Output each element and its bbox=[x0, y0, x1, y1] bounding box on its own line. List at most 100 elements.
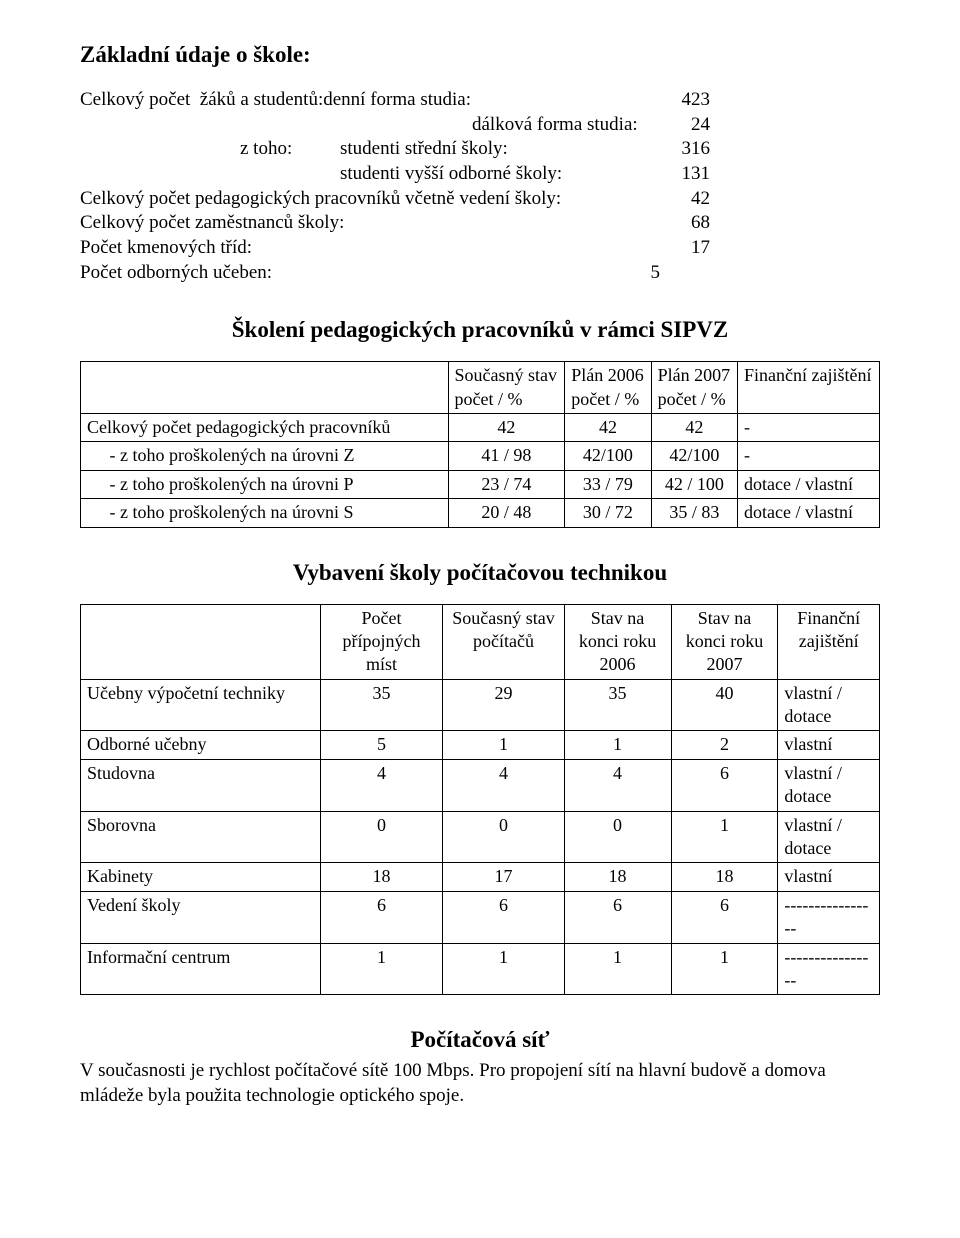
fact-label: Celkový počet zaměstnanců školy: bbox=[80, 211, 344, 236]
table-cell: Informační centrum bbox=[81, 943, 321, 995]
table-cell: - z toho proškolených na úrovni P bbox=[81, 470, 449, 498]
fact-value: 316 bbox=[682, 137, 881, 162]
table-row: Studovna4446vlastní / dotace bbox=[81, 759, 880, 811]
table-sipvz: Současný stav počet / % Plán 2006 počet … bbox=[80, 361, 880, 527]
fact-row: Počet kmenových tříd: 17 bbox=[80, 236, 880, 261]
table-cell: 20 / 48 bbox=[448, 499, 565, 527]
table-header-cell: Plán 2006 počet / % bbox=[565, 362, 651, 414]
fact-value: 131 bbox=[682, 162, 881, 187]
fact-label: Celkový počet žáků a studentů:denní form… bbox=[80, 88, 471, 113]
heading-sipvz: Školení pedagogických pracovníků v rámci… bbox=[80, 315, 880, 345]
table-row: Sborovna0001vlastní / dotace bbox=[81, 811, 880, 863]
table-equipment: Počet přípojných míst Současný stav počí… bbox=[80, 604, 880, 996]
table-cell: dotace / vlastní bbox=[738, 470, 880, 498]
table-cell: 1 bbox=[564, 943, 671, 995]
table-cell: 1 bbox=[443, 731, 564, 759]
fact-row: Celkový počet zaměstnanců školy: 68 bbox=[80, 211, 880, 236]
network-paragraph: V současnosti je rychlost počítačové sít… bbox=[80, 1059, 880, 1108]
table-cell: Sborovna bbox=[81, 811, 321, 863]
table-cell: - z toho proškolených na úrovni Z bbox=[81, 442, 449, 470]
fact-value: 24 bbox=[691, 113, 880, 138]
table-cell: 18 bbox=[320, 863, 443, 891]
table-cell: 6 bbox=[564, 891, 671, 943]
fact-row: z toho: studenti střední školy: 316 bbox=[80, 137, 880, 162]
table-cell: vlastní bbox=[778, 731, 880, 759]
table-cell: ---------------- bbox=[778, 891, 880, 943]
table-row: - z toho proškolených na úrovni Z41 / 98… bbox=[81, 442, 880, 470]
table-header-row: Počet přípojných míst Současný stav počí… bbox=[81, 604, 880, 679]
fact-row: Celkový počet žáků a studentů:denní form… bbox=[80, 88, 880, 113]
table-cell: 4 bbox=[320, 759, 443, 811]
heading-equipment: Vybavení školy počítačovou technikou bbox=[80, 558, 880, 588]
table-header-cell: Současný stav počítačů bbox=[443, 604, 564, 679]
table-cell: Odborné učebny bbox=[81, 731, 321, 759]
fact-value: 5 bbox=[651, 261, 881, 286]
table-row: - z toho proškolených na úrovni P23 / 74… bbox=[81, 470, 880, 498]
table-row: Kabinety18171818vlastní bbox=[81, 863, 880, 891]
fact-label: Celkový počet pedagogických pracovníků v… bbox=[80, 187, 561, 212]
table-cell: 1 bbox=[564, 731, 671, 759]
table-cell: 35 / 83 bbox=[651, 499, 737, 527]
table-cell: 42 bbox=[565, 414, 651, 442]
table-row: Odborné učebny5112vlastní bbox=[81, 731, 880, 759]
table-cell: 1 bbox=[443, 943, 564, 995]
table-cell: Učebny výpočetní techniky bbox=[81, 679, 321, 731]
facts-block: Celkový počet žáků a studentů:denní form… bbox=[80, 88, 880, 286]
table-cell: 33 / 79 bbox=[565, 470, 651, 498]
fact-value: 42 bbox=[691, 187, 880, 212]
fact-value: 68 bbox=[691, 211, 880, 236]
table-header-cell: Počet přípojných míst bbox=[320, 604, 443, 679]
table-row: Učebny výpočetní techniky35293540vlastní… bbox=[81, 679, 880, 731]
table-cell: 30 / 72 bbox=[565, 499, 651, 527]
table-cell: 35 bbox=[564, 679, 671, 731]
table-cell: 6 bbox=[671, 891, 778, 943]
table-cell: 42 bbox=[448, 414, 565, 442]
table-cell: vlastní bbox=[778, 863, 880, 891]
table-header-cell: Plán 2007 počet / % bbox=[651, 362, 737, 414]
fact-row: dálková forma studia: 24 bbox=[80, 113, 880, 138]
table-cell: 6 bbox=[443, 891, 564, 943]
table-header-row: Současný stav počet / % Plán 2006 počet … bbox=[81, 362, 880, 414]
table-cell: 42/100 bbox=[651, 442, 737, 470]
table-cell: 40 bbox=[671, 679, 778, 731]
fact-label: studenti vyšší odborné školy: bbox=[340, 162, 562, 187]
table-header-cell bbox=[81, 604, 321, 679]
table-cell: 29 bbox=[443, 679, 564, 731]
table-cell: Celkový počet pedagogických pracovníků bbox=[81, 414, 449, 442]
table-cell: 1 bbox=[671, 811, 778, 863]
table-cell: 6 bbox=[320, 891, 443, 943]
table-cell: ---------------- bbox=[778, 943, 880, 995]
table-header-cell bbox=[81, 362, 449, 414]
table-cell: 0 bbox=[320, 811, 443, 863]
table-cell: - bbox=[738, 442, 880, 470]
table-cell: 35 bbox=[320, 679, 443, 731]
table-cell: vlastní / dotace bbox=[778, 679, 880, 731]
table-row: Celkový počet pedagogických pracovníků42… bbox=[81, 414, 880, 442]
table-cell: 41 / 98 bbox=[448, 442, 565, 470]
table-row: Vedení školy6666---------------- bbox=[81, 891, 880, 943]
table-cell: 2 bbox=[671, 731, 778, 759]
table-row: Informační centrum1111---------------- bbox=[81, 943, 880, 995]
table-cell: 42/100 bbox=[565, 442, 651, 470]
table-cell: 42 bbox=[651, 414, 737, 442]
table-cell: 0 bbox=[443, 811, 564, 863]
table-cell: 0 bbox=[564, 811, 671, 863]
fact-label: Počet odborných učeben: bbox=[80, 261, 272, 286]
table-cell: 5 bbox=[320, 731, 443, 759]
table-cell: 18 bbox=[671, 863, 778, 891]
table-cell: 1 bbox=[671, 943, 778, 995]
table-cell: Kabinety bbox=[81, 863, 321, 891]
fact-row: Počet odborných učeben: 5 bbox=[80, 261, 880, 286]
table-cell: 1 bbox=[320, 943, 443, 995]
table-cell: - bbox=[738, 414, 880, 442]
table-cell: Studovna bbox=[81, 759, 321, 811]
fact-value: 17 bbox=[691, 236, 880, 261]
table-cell: 4 bbox=[564, 759, 671, 811]
fact-value: 423 bbox=[682, 88, 881, 113]
table-header-cell: Finanční zajištění bbox=[738, 362, 880, 414]
table-header-cell: Finanční zajištění bbox=[778, 604, 880, 679]
table-cell: 17 bbox=[443, 863, 564, 891]
table-header-cell: Stav na konci roku 2006 bbox=[564, 604, 671, 679]
table-cell: 6 bbox=[671, 759, 778, 811]
table-cell: 42 / 100 bbox=[651, 470, 737, 498]
